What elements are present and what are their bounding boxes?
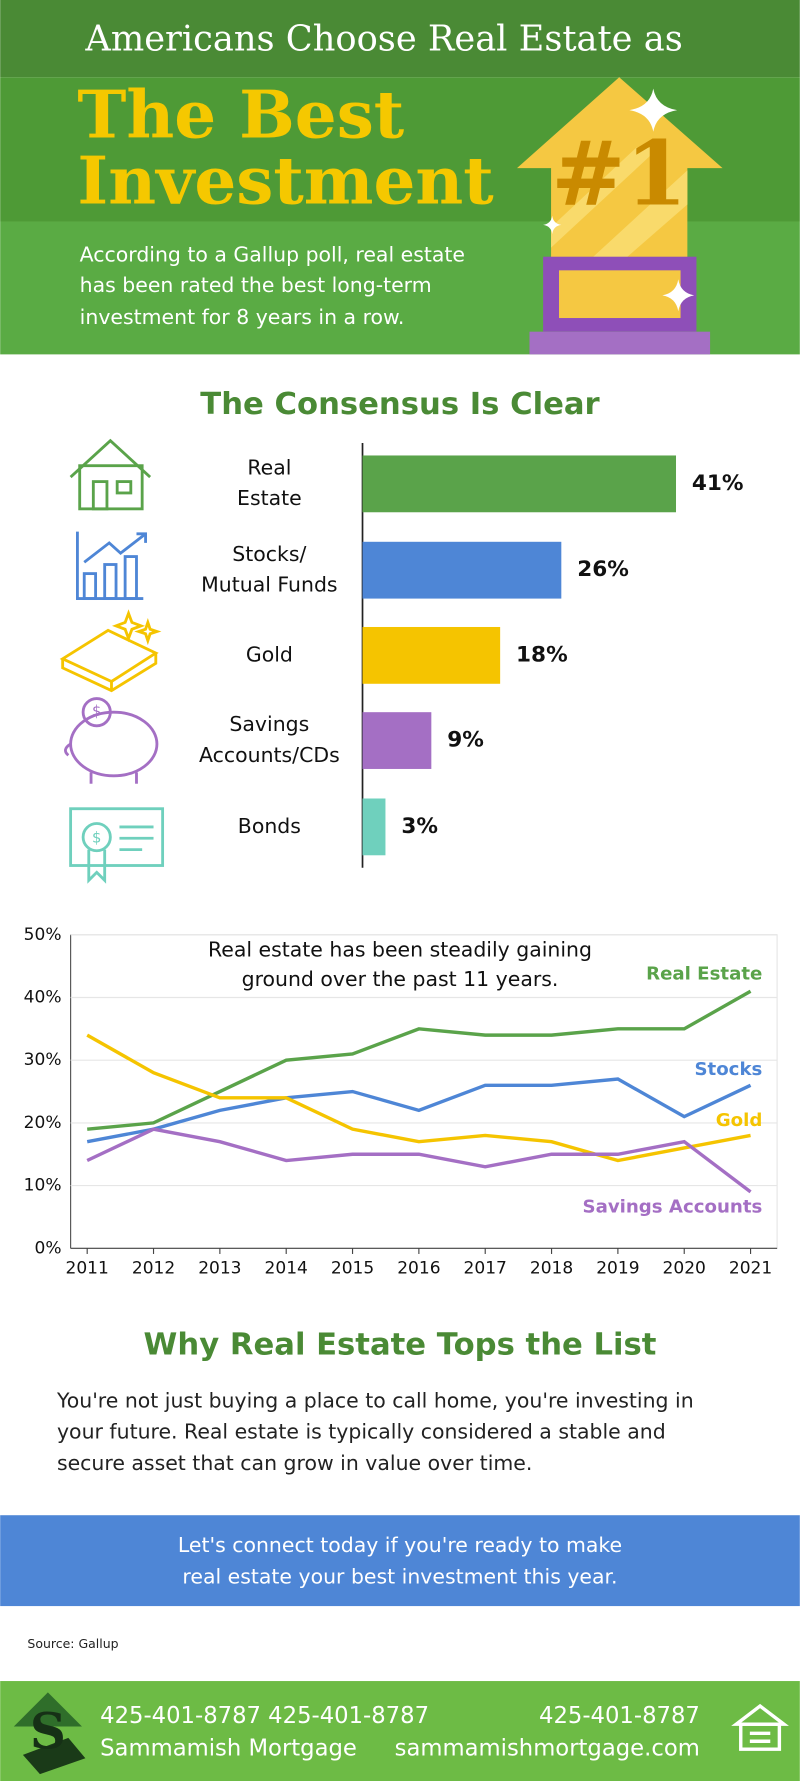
- annotation: Real estate has been steadily gaining: [208, 938, 592, 962]
- footer-phones: 425-401-8787 425-401-8787: [100, 1703, 429, 1729]
- series-line: [86, 1033, 751, 1163]
- series-label: Real Estate: [646, 964, 762, 985]
- category-label: Stocks/Mutual Funds: [201, 542, 337, 597]
- icon-glyph: $: [92, 829, 101, 846]
- x-tick-label: 2016: [397, 1259, 440, 1279]
- value-label: 9%: [447, 728, 484, 753]
- cta-line: Let's connect today if you're ready to m…: [178, 1533, 622, 1557]
- equal-housing-icon: [731, 1703, 789, 1751]
- title-line: The Best: [77, 75, 404, 153]
- source: Source: Gallup: [27, 1636, 118, 1651]
- y-tick-label: 40%: [24, 987, 62, 1007]
- svg-text:S: S: [30, 1702, 66, 1761]
- category-label: Real Estate: [237, 456, 302, 511]
- bar: [362, 712, 432, 769]
- section-title: Why Real Estate Tops the List: [144, 1327, 657, 1362]
- header-band: [0, 0, 800, 78]
- x-tick-label: 2020: [663, 1259, 706, 1279]
- y-tick-label: 20%: [24, 1113, 62, 1133]
- bar: [362, 455, 677, 513]
- logo: S: [13, 1692, 86, 1775]
- footer-phone: 425-401-8787: [539, 1703, 700, 1729]
- trophy-icon: [516, 77, 723, 355]
- series-line: [87, 989, 752, 1131]
- value-label: 26%: [577, 557, 629, 582]
- x-tick-label: 2017: [464, 1259, 507, 1279]
- badge: #1: [551, 122, 687, 226]
- category-label: Gold: [246, 642, 293, 666]
- series-label: Savings Accounts: [583, 1196, 763, 1217]
- footer-company: Sammamish Mortgage: [100, 1736, 357, 1762]
- series-label: Stocks: [694, 1059, 762, 1080]
- y-tick-label: 30%: [24, 1050, 62, 1070]
- description-line: According to a Gallup poll, real estate: [80, 243, 465, 267]
- series-line: [86, 1077, 752, 1144]
- x-tick-label: 2021: [729, 1259, 772, 1279]
- icon-glyph: $: [92, 703, 101, 720]
- x-tick-label: 2014: [265, 1259, 308, 1279]
- description-line: investment for 8 years in a row.: [80, 305, 405, 329]
- series-label: Gold: [716, 1110, 763, 1131]
- category-label: Savings Accounts/CDs: [199, 712, 340, 767]
- bar: [362, 541, 562, 599]
- section-title: The Consensus Is Clear: [200, 387, 600, 422]
- cta-banner: [0, 1515, 800, 1607]
- footer: [0, 1681, 800, 1781]
- title-line: Investment: [77, 141, 494, 219]
- cta-line: real estate your best investment this ye…: [182, 1565, 617, 1589]
- bar: [362, 626, 501, 684]
- x-tick-label: 2015: [331, 1259, 374, 1279]
- x-tick-label: 2012: [132, 1259, 175, 1279]
- value-label: 3%: [401, 814, 438, 839]
- value-label: 18%: [516, 642, 568, 667]
- bar: [362, 798, 386, 856]
- series-line: [86, 1127, 752, 1194]
- body-line: You're not just buying a place to call h…: [56, 1389, 694, 1413]
- category-label: Bonds: [238, 814, 301, 838]
- x-tick-label: 2013: [198, 1259, 241, 1279]
- value-label: 41%: [692, 471, 744, 496]
- y-tick-label: 0%: [35, 1238, 62, 1258]
- description-line: has been rated the best long-term: [80, 273, 432, 297]
- x-tick-label: 2011: [66, 1259, 109, 1279]
- x-tick-label: 2018: [530, 1259, 573, 1279]
- y-tick-label: 50%: [24, 925, 62, 945]
- annotation: ground over the past 11 years.: [242, 967, 559, 991]
- footer-website: sammamishmortgage.com: [395, 1736, 700, 1762]
- category-icons: [59, 438, 165, 884]
- kicker: Americans Choose Real Estate as: [84, 18, 682, 59]
- body-line: secure asset that can grow in value over…: [57, 1451, 532, 1475]
- y-tick-label: 10%: [24, 1176, 62, 1196]
- x-tick-label: 2019: [596, 1259, 639, 1279]
- body-line: your future. Real estate is typically co…: [57, 1419, 666, 1443]
